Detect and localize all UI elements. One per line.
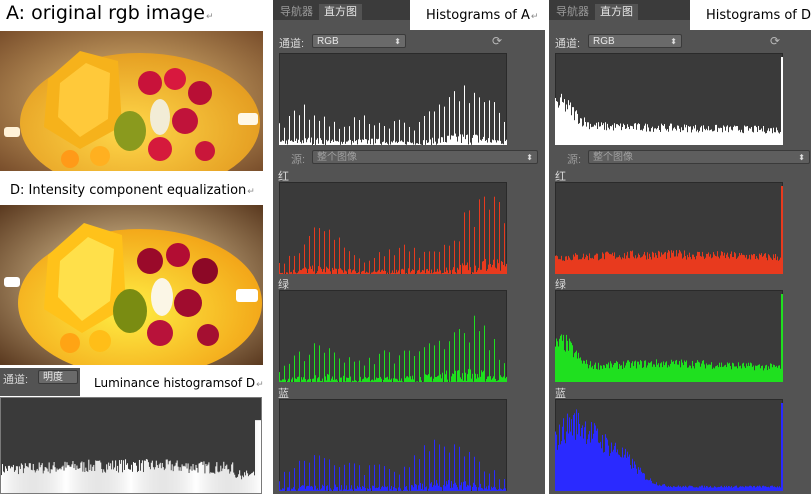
source-select[interactable]: 整个图像 ⬍ xyxy=(588,150,810,164)
equalized-image xyxy=(0,205,263,365)
luminance-histogram xyxy=(0,397,262,494)
channel-select[interactable]: RGB ⬍ xyxy=(312,34,406,48)
cake-photo-original xyxy=(0,31,263,171)
updown-arrow-icon: ⬍ xyxy=(798,153,805,162)
histogram-panel-d: 导航器 直方图 通道: RGB ⬍ ⟳ 源: 整个图像 ⬍ 红 绿 蓝 xyxy=(549,0,811,494)
red-histogram-d xyxy=(555,182,783,274)
rgb-histogram-d xyxy=(555,53,783,145)
luminance-panel-header: 通道: 明度 xyxy=(0,368,80,396)
green-histogram-d xyxy=(555,290,783,382)
caption-lum-d: Luminance histogramsof D↵ xyxy=(94,376,264,390)
updown-arrow-icon: ⬍ xyxy=(526,153,533,162)
blue-channel-label: 蓝 xyxy=(278,388,289,400)
histogram-panel-a: 导航器 直方图 通道: RGB ⬍ ⟳ 源: 整个图像 ⬍ 红 绿 蓝 xyxy=(273,0,545,494)
refresh-icon[interactable]: ⟳ xyxy=(770,34,781,48)
caption-a: A: original rgb image↵ xyxy=(6,2,214,24)
channel-label: 通道: xyxy=(279,38,305,50)
blue-histogram-a xyxy=(279,399,507,491)
tab-histogram[interactable]: 直方图 xyxy=(319,4,362,20)
caption-hist-a: Histograms of A↵ xyxy=(426,8,539,23)
channel-label: 通道: xyxy=(555,38,581,50)
original-rgb-image xyxy=(0,31,263,171)
red-channel-label: 红 xyxy=(278,171,289,183)
caption-hist-a-box xyxy=(410,0,545,30)
channel-select[interactable]: RGB ⬍ xyxy=(588,34,682,48)
caption-hist-d-box xyxy=(690,0,811,30)
green-channel-label: 绿 xyxy=(278,279,289,291)
cake-photo-equalized xyxy=(0,205,263,365)
tab-navigator[interactable]: 导航器 xyxy=(556,6,589,18)
lum-channel-select[interactable]: 明度 xyxy=(38,370,78,384)
updown-arrow-icon: ⬍ xyxy=(670,37,677,46)
source-select[interactable]: 整个图像 ⬍ xyxy=(312,150,538,164)
red-histogram-a xyxy=(279,182,507,274)
refresh-icon[interactable]: ⟳ xyxy=(492,34,503,48)
tab-navigator[interactable]: 导航器 xyxy=(280,6,313,18)
blue-channel-label: 蓝 xyxy=(555,388,566,400)
caption-hist-d: Histograms of D↵ xyxy=(706,8,811,23)
caption-d: D: Intensity component equalization↵ xyxy=(10,183,255,198)
green-channel-label: 绿 xyxy=(555,279,566,291)
source-label: 源: xyxy=(291,154,306,166)
red-channel-label: 红 xyxy=(555,171,566,183)
lum-channel-label: 通道: xyxy=(3,374,29,386)
green-histogram-a xyxy=(279,290,507,382)
updown-arrow-icon: ⬍ xyxy=(394,37,401,46)
tab-histogram[interactable]: 直方图 xyxy=(595,4,638,20)
source-label: 源: xyxy=(567,154,582,166)
rgb-histogram-a xyxy=(279,53,507,145)
blue-histogram-d xyxy=(555,399,783,491)
